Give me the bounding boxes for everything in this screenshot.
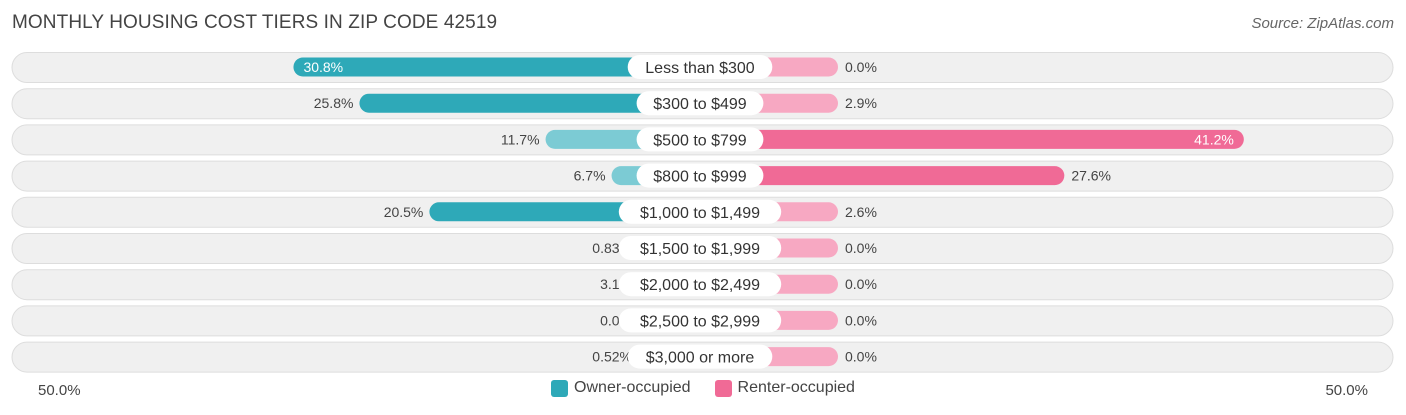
renter-value-label: 2.6%: [845, 204, 877, 220]
category-label: $1,500 to $1,999: [640, 241, 760, 258]
category-label: $800 to $999: [653, 169, 747, 186]
legend-item-owner: Owner-occupied: [551, 379, 691, 397]
category-pill: [618, 272, 782, 297]
renter-value-label: 0.0%: [845, 59, 877, 75]
legend: Owner-occupied Renter-occupied: [0, 379, 1406, 397]
owner-value-label: 0.52%: [592, 349, 632, 365]
category-pill: [636, 91, 764, 116]
renter-value-label: 41.2%: [1194, 131, 1234, 147]
legend-swatch-owner: [551, 379, 569, 397]
category-pill: [636, 127, 764, 152]
chart-title: MONTHLY HOUSING COST TIERS IN ZIP CODE 4…: [12, 12, 498, 33]
renter-bar: [700, 166, 1065, 186]
category-pill: [618, 236, 782, 260]
axis-right-label: 50.0%: [1325, 382, 1368, 399]
renter-value-label: 27.6%: [1071, 168, 1111, 184]
category-label: $1,000 to $1,499: [640, 205, 760, 222]
legend-swatch-renter: [714, 379, 732, 397]
owner-bar: [359, 93, 700, 113]
renter-value-label: 0.0%: [845, 240, 877, 256]
legend-label-renter: Renter-occupied: [737, 379, 855, 396]
legend-label-owner: Owner-occupied: [574, 379, 691, 396]
category-pill: [618, 199, 782, 224]
category-label: $3,000 or more: [646, 350, 755, 367]
axis-left-label: 50.0%: [38, 382, 81, 399]
legend-item-renter: Renter-occupied: [714, 379, 855, 397]
category-label: $2,000 to $2,499: [640, 277, 760, 294]
renter-value-label: 0.0%: [845, 349, 877, 365]
renter-value-label: 2.9%: [845, 95, 877, 111]
renter-value-label: 0.0%: [845, 276, 877, 292]
category-label: $300 to $499: [653, 96, 747, 113]
chart-canvas: 30.8% 0.0% Less than $300 25.8% 2.9% $300 to …: [11, 52, 1394, 373]
owner-value-label: 25.8%: [314, 95, 354, 111]
category-pill: [636, 163, 764, 188]
category-label: $2,500 to $2,999: [640, 313, 760, 330]
category-pill: [618, 308, 782, 333]
category-label: Less than $300: [645, 60, 755, 77]
renter-bar: [700, 129, 1244, 149]
category-pill: [627, 344, 773, 369]
owner-value-label: 20.5%: [384, 204, 424, 220]
owner-value-label: 6.7%: [574, 168, 606, 184]
owner-bar: [293, 57, 700, 77]
owner-value-label: 11.7%: [501, 131, 540, 147]
source-label: Source: ZipAtlas.com: [1251, 15, 1394, 32]
category-pill: [627, 55, 773, 79]
owner-value-label: 30.8%: [303, 59, 343, 75]
category-label: $500 to $799: [653, 132, 747, 149]
renter-value-label: 0.0%: [845, 312, 877, 328]
